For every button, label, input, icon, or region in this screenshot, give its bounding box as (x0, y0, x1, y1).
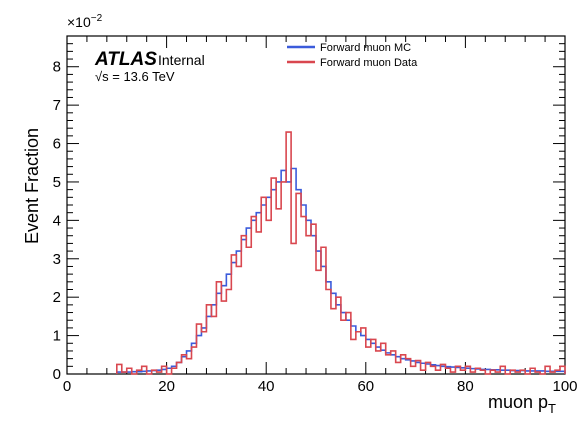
y-tick-label: 4 (53, 212, 61, 229)
x-tick-label: 40 (258, 378, 275, 395)
legend: Forward muon MC Forward muon Data (287, 42, 418, 69)
internal-label: Internal (158, 52, 205, 68)
y-tick-label: 3 (53, 251, 61, 268)
y-tick-label: 8 (53, 59, 61, 76)
x-tick-label: 80 (457, 378, 474, 395)
x-tick-label: 20 (158, 378, 175, 395)
plot-frame (66, 35, 566, 375)
y-axis-title: Event Fraction (22, 128, 42, 244)
y-tick-labels: 0 1 2 3 4 5 6 7 8 (53, 59, 61, 383)
axis-ticks (66, 35, 566, 375)
atlas-label: ATLAS (94, 49, 157, 70)
legend-label-data: Forward muon Data (320, 57, 418, 69)
x-tick-labels: 0 20 40 60 80 100 (63, 378, 578, 395)
series-layer (116, 131, 566, 375)
series-mc-line (116, 167, 566, 374)
y-tick-label: 1 (53, 328, 61, 345)
y-tick-label: 6 (53, 136, 61, 153)
y-tick-label: 0 (53, 366, 61, 383)
y-scale-factor: ×10−2 (67, 13, 103, 30)
y-tick-label: 7 (53, 97, 61, 114)
y-tick-label: 5 (53, 174, 61, 191)
x-tick-label: 60 (357, 378, 374, 395)
x-axis-title: muon pT (488, 392, 556, 416)
series-data-line (116, 131, 566, 375)
energy-label: √s = 13.6 TeV (95, 69, 175, 84)
y-tick-label: 2 (53, 289, 61, 306)
x-tick-label: 100 (552, 378, 577, 395)
x-tick-label: 0 (63, 378, 71, 395)
legend-label-mc: Forward muon MC (320, 42, 411, 54)
